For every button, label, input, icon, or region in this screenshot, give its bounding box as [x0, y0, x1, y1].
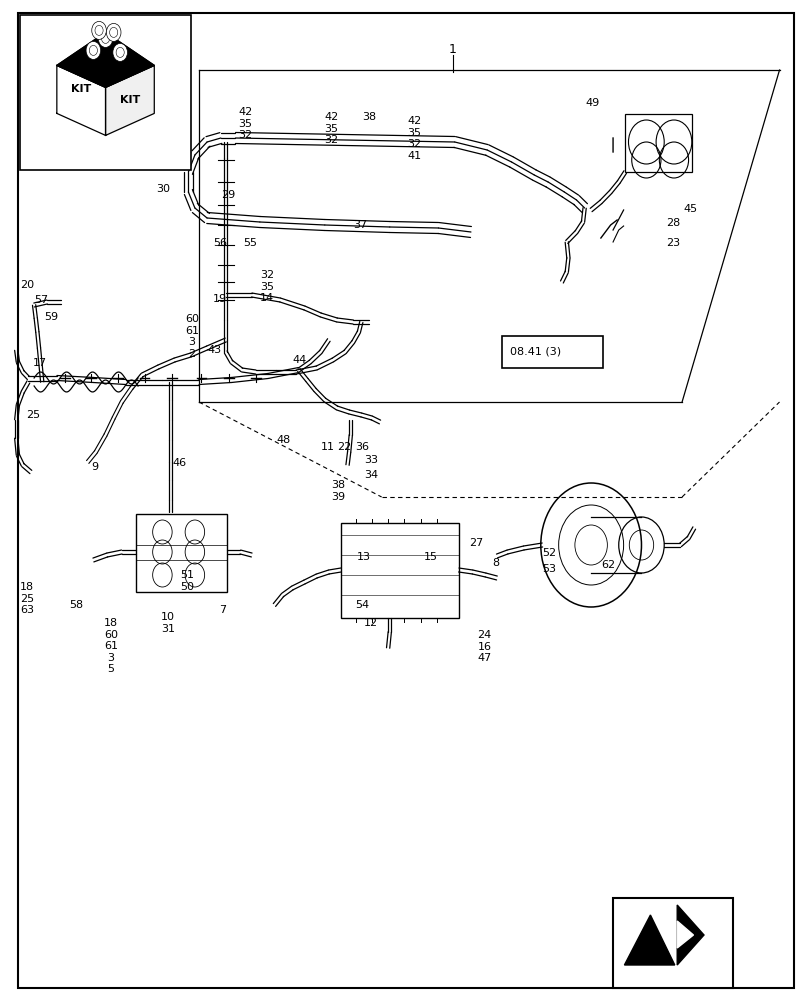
Text: 38
39: 38 39: [331, 480, 345, 502]
Bar: [20, 15, 191, 170]
Text: 9: 9: [91, 462, 98, 472]
Circle shape: [98, 29, 113, 47]
Circle shape: [116, 47, 124, 57]
Text: 42
35
32: 42 35 32: [238, 107, 252, 140]
Text: 32
35
14: 32 35 14: [260, 270, 273, 303]
Text: 45: 45: [683, 204, 697, 214]
Text: 56: 56: [212, 238, 226, 248]
Text: 33: 33: [363, 455, 377, 465]
Text: 30: 30: [156, 184, 169, 194]
Circle shape: [95, 25, 103, 35]
Text: 44: 44: [292, 355, 307, 365]
Text: 51
50: 51 50: [180, 570, 194, 592]
Text: 23: 23: [665, 238, 679, 248]
Text: 38: 38: [362, 112, 376, 122]
Polygon shape: [624, 915, 674, 965]
Circle shape: [113, 43, 127, 61]
Bar: [341, 523, 458, 618]
Text: 10
31: 10 31: [161, 612, 174, 634]
Text: 42
35
32: 42 35 32: [324, 112, 338, 145]
Text: 11: 11: [320, 442, 334, 452]
Text: 46: 46: [172, 458, 186, 468]
Text: 18
60
61
3
5: 18 60 61 3 5: [104, 618, 118, 674]
Text: 42
35
32
41: 42 35 32 41: [406, 116, 421, 161]
Text: 28: 28: [665, 218, 680, 228]
Text: 20: 20: [20, 280, 34, 290]
Bar: [501, 336, 603, 368]
Text: 55: 55: [243, 238, 257, 248]
Circle shape: [92, 21, 106, 39]
Circle shape: [106, 23, 121, 41]
Circle shape: [101, 33, 109, 43]
Polygon shape: [676, 905, 703, 965]
Text: KIT: KIT: [71, 84, 91, 94]
Text: 08.41 (3): 08.41 (3): [509, 347, 560, 357]
Text: 48: 48: [276, 435, 290, 445]
Text: 17: 17: [32, 358, 46, 368]
Circle shape: [109, 27, 118, 37]
Text: 15: 15: [423, 552, 437, 562]
Text: 54: 54: [355, 600, 369, 610]
Text: 22: 22: [337, 442, 351, 452]
Text: 62: 62: [600, 560, 614, 570]
Text: 13: 13: [357, 552, 371, 562]
Text: 24
16
47: 24 16 47: [477, 630, 491, 663]
Text: 8: 8: [491, 558, 499, 568]
Text: 37: 37: [353, 220, 367, 230]
Polygon shape: [105, 65, 154, 135]
Text: 29: 29: [221, 190, 235, 200]
Text: 43: 43: [207, 345, 221, 355]
Polygon shape: [57, 32, 154, 87]
Text: 27: 27: [469, 538, 483, 548]
Text: 58: 58: [69, 600, 83, 610]
Text: 21: 21: [501, 360, 515, 370]
Bar: [136, 514, 227, 592]
Text: 19: 19: [212, 294, 226, 304]
Text: 57: 57: [34, 295, 48, 305]
Text: 36: 36: [355, 442, 369, 452]
Text: 34: 34: [363, 470, 377, 480]
Polygon shape: [676, 921, 693, 948]
Bar: [612, 898, 732, 988]
Text: KIT: KIT: [120, 95, 139, 105]
Circle shape: [86, 41, 101, 59]
Text: 7: 7: [219, 605, 226, 615]
Bar: [624, 114, 691, 172]
Text: 18
25
63: 18 25 63: [20, 582, 34, 615]
Text: 52: 52: [542, 548, 556, 558]
Text: 25: 25: [26, 410, 40, 420]
Text: 59: 59: [45, 312, 58, 322]
Text: 1: 1: [448, 43, 457, 56]
Text: 49: 49: [585, 98, 599, 108]
Text: 12: 12: [363, 618, 377, 628]
Polygon shape: [57, 65, 105, 135]
Text: 53: 53: [542, 564, 556, 574]
Circle shape: [89, 45, 97, 55]
Text: 60
61
3
2: 60 61 3 2: [185, 314, 199, 359]
